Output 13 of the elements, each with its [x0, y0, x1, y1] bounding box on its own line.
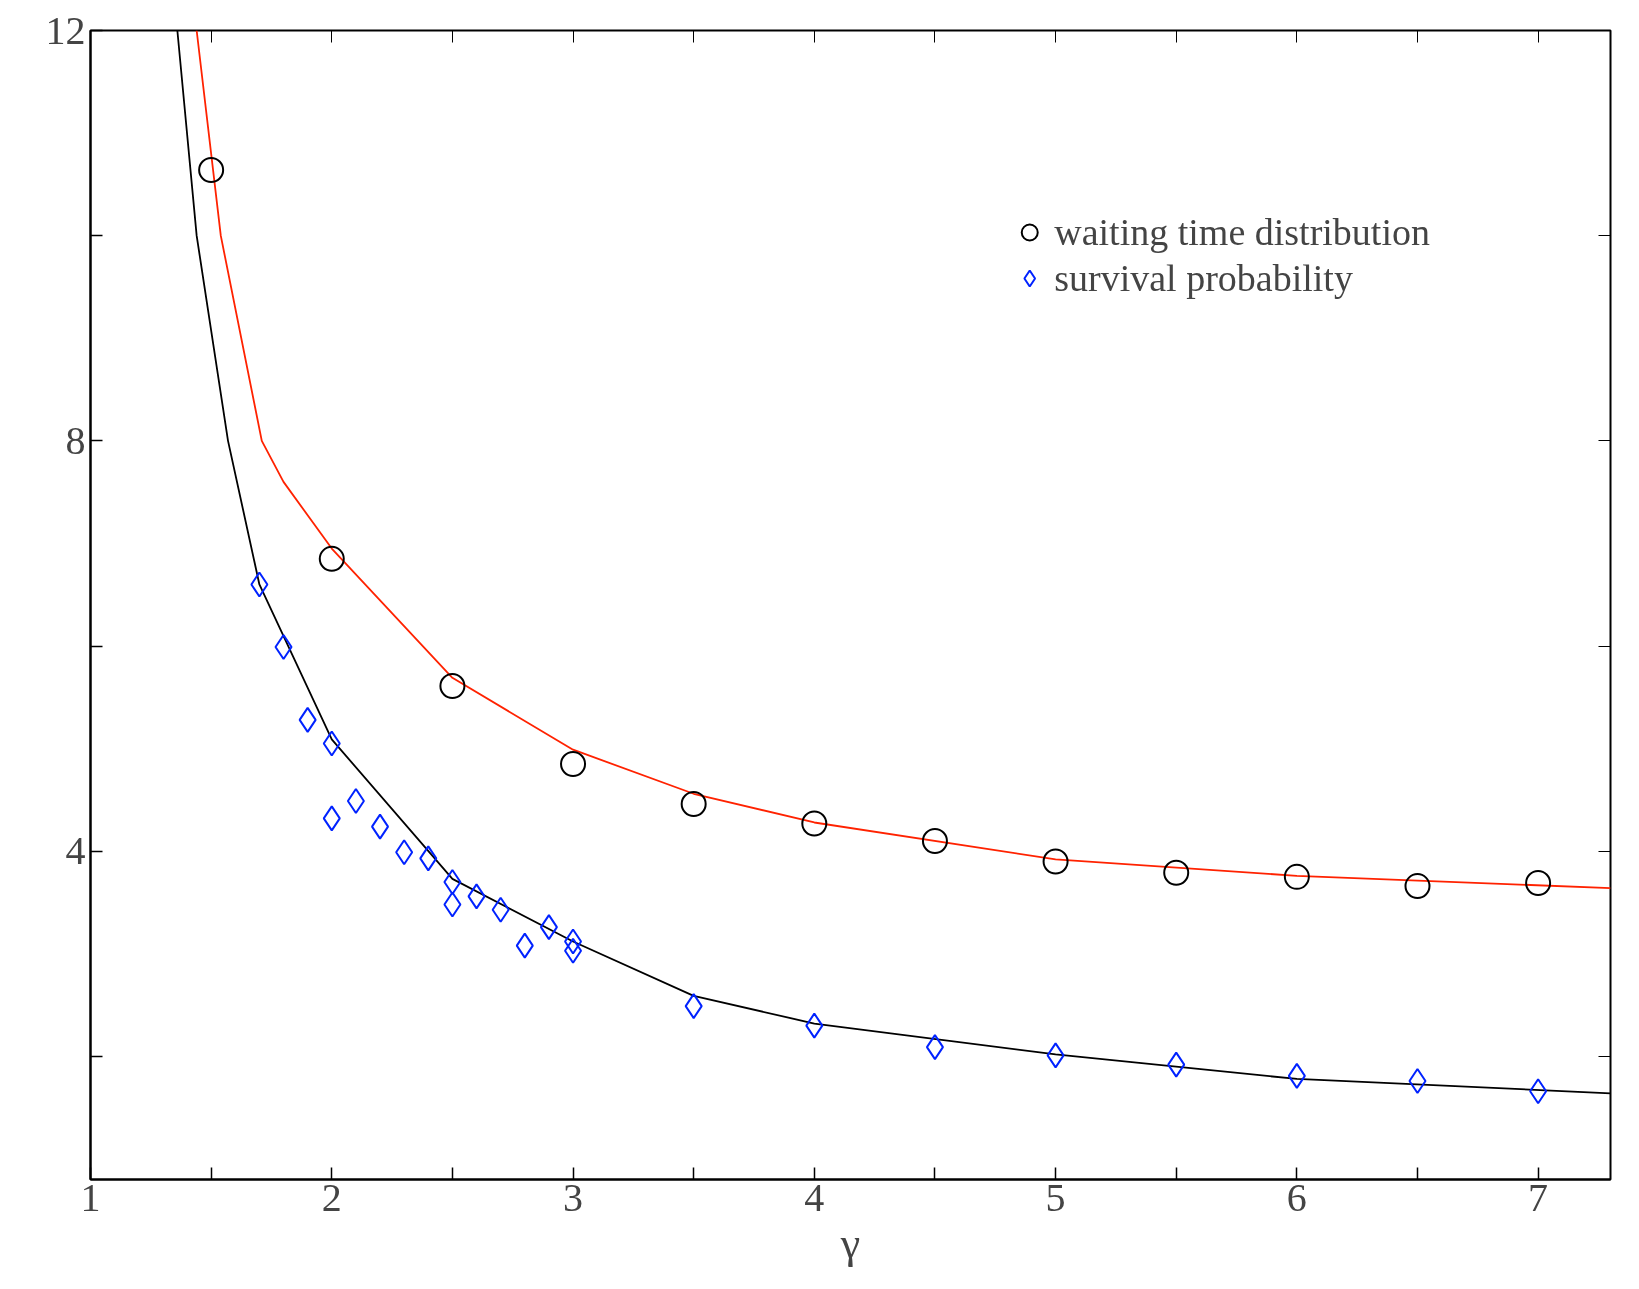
x-tick-label: 1: [80, 1174, 101, 1220]
y-tick-label: 8: [65, 417, 86, 463]
x-axis-title: γ: [839, 1218, 861, 1268]
x-tick-label: 5: [1045, 1174, 1066, 1220]
legend-label: waiting time distribution: [1054, 210, 1430, 254]
x-tick-label: 4: [804, 1174, 825, 1220]
x-tick-label: 3: [563, 1174, 584, 1220]
y-tick-label: 4: [65, 828, 86, 874]
x-tick-label: 7: [1528, 1174, 1549, 1220]
x-tick-label: 2: [321, 1174, 342, 1220]
x-tick-label: 6: [1286, 1174, 1307, 1220]
y-tick-label: 12: [45, 7, 86, 53]
legend-label: survival probability: [1054, 256, 1353, 300]
